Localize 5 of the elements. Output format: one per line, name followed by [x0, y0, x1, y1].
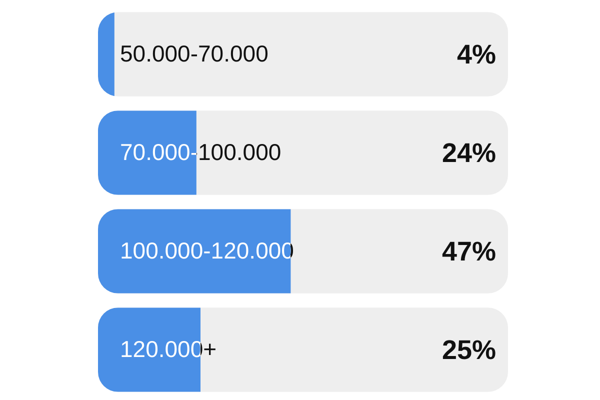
data-label: 4%: [456, 40, 496, 70]
y-tick-label: 50.000-70.000: [120, 40, 268, 67]
data-label: 25%: [442, 335, 496, 366]
data-label: 24%: [442, 138, 496, 168]
data-label: 47%: [442, 236, 496, 267]
